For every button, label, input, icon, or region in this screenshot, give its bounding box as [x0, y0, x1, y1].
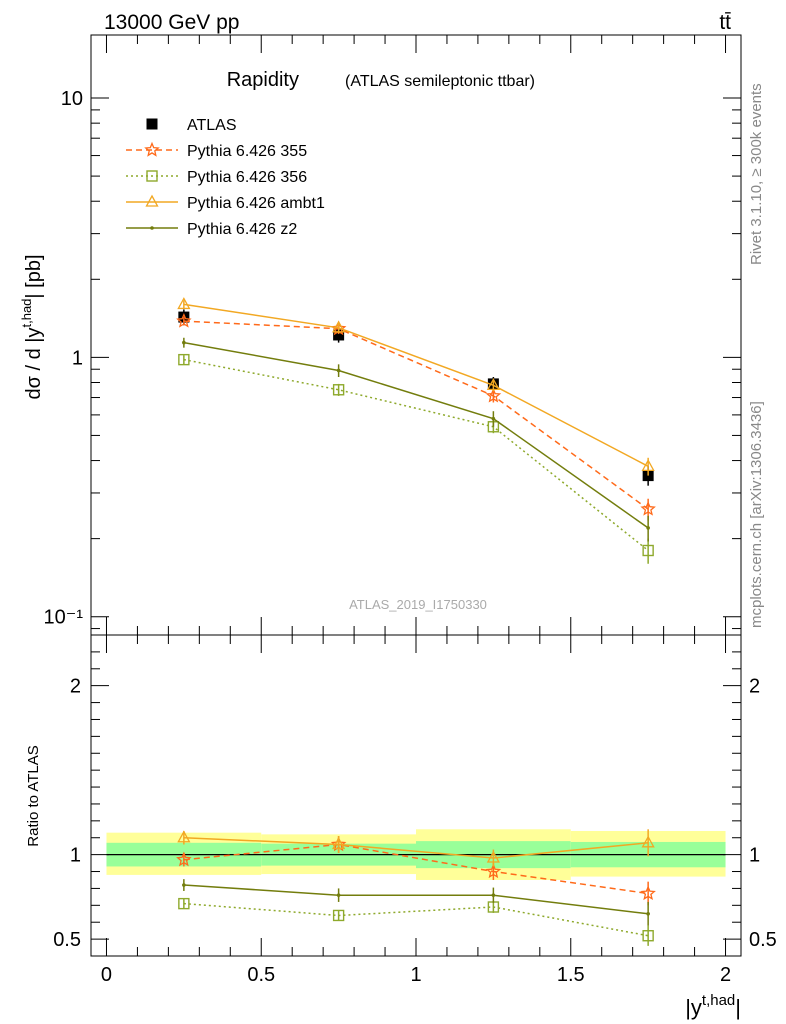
energy-label: 13000 GeV pp: [104, 11, 239, 34]
data-point: [641, 458, 655, 471]
ratio-panel: 0 0.5 1 1.5 2 0.5 0.5 1 1 2 2 Ratio to ATLAS |yt,h…: [25, 634, 777, 1020]
data-point: [640, 500, 656, 516]
main-panel: ATLAS_2019_I1750330 10⁻¹ 1 10 Rapidity (AT…: [19, 34, 742, 636]
ratio-series-pythia-6-426-356: [178, 897, 654, 946]
ratio-y-tick-label: 0.5: [53, 929, 81, 951]
data-point: [491, 416, 496, 421]
legend-marker: [145, 194, 159, 207]
ratio-x-tick-label: 0.5: [247, 964, 275, 986]
legend-label: Pythia 6.426 355: [187, 143, 307, 160]
legend-label: Pythia 6.426 ambt1: [187, 195, 325, 212]
data-point: [332, 384, 345, 396]
main-y-tick-label: 10: [61, 88, 83, 110]
legend-entry-atlas: ATLAS: [146, 117, 237, 134]
legend-label: Pythia 6.426 z2: [187, 221, 297, 238]
series-line: [183, 836, 649, 859]
data-point: [491, 893, 496, 897]
ratio-y-tick-label: 2: [70, 676, 81, 698]
ratio-series-pythia-6-426-ambt1: [177, 829, 655, 867]
data-point: [486, 377, 500, 390]
legend: ATLAS Pythia 6.426 355 Pythia 6.426 356 Pyt…: [126, 117, 325, 238]
legend-label: Pythia 6.426 356: [187, 169, 307, 186]
series-pythia-6-426-355: [176, 312, 656, 521]
legend-entry-pythia-6-426-z2: Pythia 6.426 z2: [126, 221, 297, 238]
data-point: [336, 893, 341, 897]
chart-subtitle: (ATLAS semileptonic ttbar): [345, 73, 535, 90]
svg-text:dσ / d |yt,had| [pb]: dσ / d |yt,had| [pb]: [19, 254, 45, 399]
data-point: [178, 897, 190, 910]
ratio-x-tick-label: 1.5: [557, 964, 585, 986]
data-point: [332, 837, 346, 850]
data-point: [646, 526, 650, 530]
series-line: [183, 358, 649, 552]
series-line: [183, 902, 649, 937]
ratio-y-tick-label-right: 2: [749, 676, 760, 698]
data-point: [332, 909, 345, 922]
ratio-xlabel: |yt,had|: [685, 992, 741, 1020]
main-ylabel: dσ / d |yt,had| [pb]: [19, 254, 45, 399]
data-point: [640, 885, 656, 901]
data-point: [642, 930, 654, 942]
ratio-x-tick-label: 1: [410, 964, 421, 986]
data-point: [642, 544, 654, 557]
data-point: [177, 830, 191, 843]
series-line: [183, 303, 649, 467]
legend-entry-pythia-6-426-355: Pythia 6.426 355: [126, 141, 307, 160]
watermark: ATLAS_2019_I1750330: [349, 597, 487, 612]
series-pythia-6-426-356: [178, 353, 654, 564]
series-pythia-6-426-z2: [182, 337, 650, 542]
data-point: [182, 883, 186, 887]
ratio-series-pythia-6-426-z2: [182, 879, 650, 926]
legend-entry-pythia-6-426-ambt1: Pythia 6.426 ambt1: [126, 194, 325, 212]
data-point: [176, 851, 192, 867]
data-point: [336, 368, 341, 373]
data-point: [182, 340, 186, 345]
data-point: [485, 387, 502, 403]
data-point: [176, 312, 192, 328]
data-point: [178, 353, 190, 366]
data-point: [646, 911, 650, 916]
legend-entry-pythia-6-426-356: Pythia 6.426 356: [126, 169, 307, 186]
ratio-y-tick-label-right: 1: [749, 845, 760, 867]
series-line: [183, 341, 649, 529]
main-y-tick-label: 10⁻¹: [44, 607, 84, 629]
legend-marker: [144, 141, 160, 157]
ratio-ylabel: Ratio to ATLAS: [25, 745, 42, 846]
ratio-y-tick-label-right: 0.5: [749, 929, 777, 951]
series-pythia-6-426-ambt1: [177, 297, 655, 476]
data-point: [485, 863, 502, 879]
ratio-x-tick-label: 0: [101, 964, 112, 986]
rivet-label: Rivet 3.1.10, ≥ 300k events: [748, 83, 765, 265]
data-point: [486, 850, 500, 863]
series-atlas: [178, 309, 654, 486]
data-point: [177, 297, 191, 310]
data-point: [333, 329, 345, 341]
series-line: [183, 320, 649, 510]
legend-marker: [150, 226, 154, 230]
svg-text:|yt,had|: |yt,had|: [685, 992, 741, 1020]
data-point: [332, 320, 346, 333]
legend-label: ATLAS: [187, 117, 237, 134]
series-line: [183, 843, 649, 895]
chart-title: Rapidity: [227, 69, 299, 91]
data-point: [641, 835, 655, 848]
source-label: mcplots.cern.ch [arXiv:1306.3436]: [748, 401, 765, 628]
process-label: tt̄: [719, 11, 731, 34]
main-y-tick-label: 1: [72, 347, 83, 369]
legend-marker: [146, 170, 158, 182]
ratio-x-tick-label: 2: [720, 964, 731, 986]
legend-marker: [146, 118, 158, 130]
ratio-y-tick-label: 1: [70, 845, 81, 867]
series-line: [183, 884, 649, 915]
